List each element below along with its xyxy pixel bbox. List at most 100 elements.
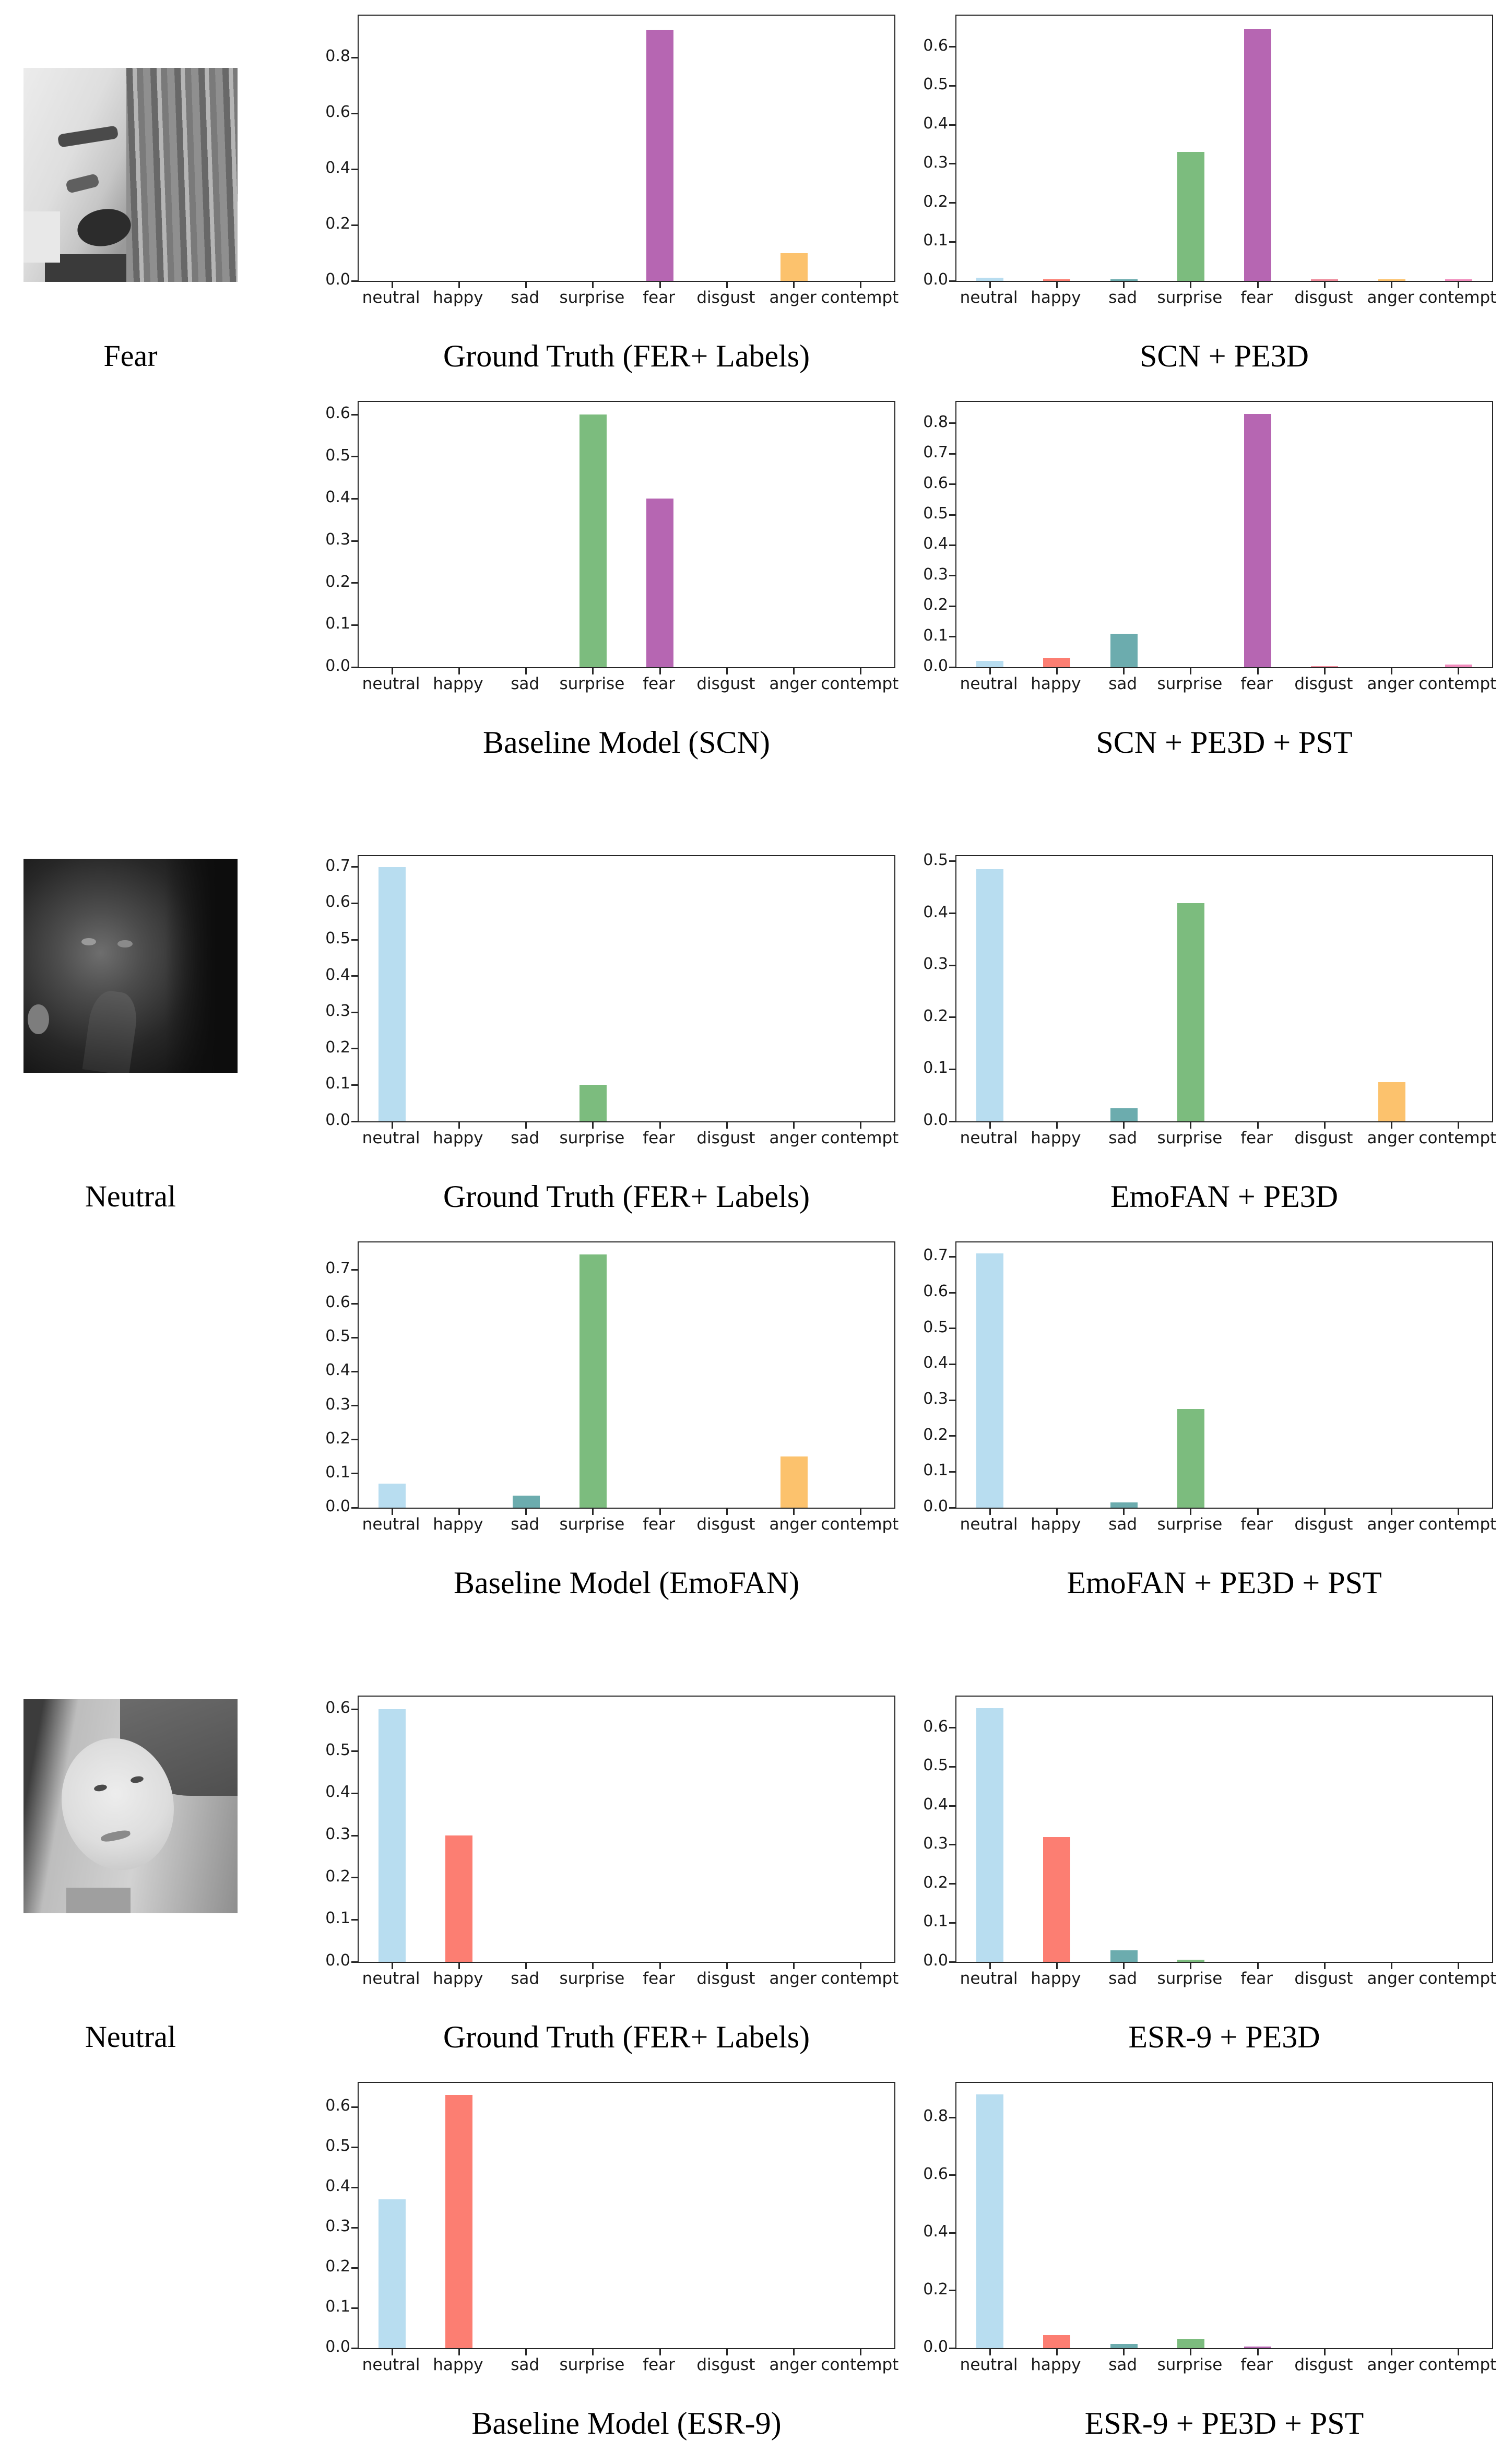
y-tick-mark [351,1405,359,1407]
y-tick-label: 0.3 [923,565,948,584]
face-photo-neutral-1 [23,859,238,1073]
y-tick-mark [351,902,359,904]
bar-chart: 0.0 0.1 0.2 0.3 0.4 0.5 0.6 0.7 0.8 neutral happy s… [895,397,1496,705]
x-tick-mark [1391,1121,1393,1129]
y-tick-mark [351,2146,359,2148]
y-tick-label: 0.2 [325,1038,350,1057]
y-tick-label: 0.3 [923,955,948,974]
x-tick-mark [1056,2348,1058,2355]
y-tick-label: 0.3 [325,1395,350,1414]
x-tick-mark [1323,281,1326,288]
x-tick-mark [391,1121,393,1129]
x-tick-label-contempt: contempt [821,2355,899,2374]
bar-chart: 0.0 0.1 0.2 0.3 0.4 0.5 0.6 neutral happy sad surp… [895,1691,1496,1999]
y-tick-mark [949,241,956,243]
y-tick-mark [949,544,956,546]
bar-sad [512,1496,540,1508]
y-tick-mark [351,224,359,226]
bar-surprise [579,1085,607,1121]
x-tick-label-disgust: disgust [696,288,755,307]
x-tick-mark [592,1121,594,1129]
bar-chart: 0.0 0.2 0.4 0.6 0.8 neutral happy sad surprise fe… [298,10,898,318]
y-tick-label: 0.4 [325,1361,350,1380]
x-tick-mark [592,2348,594,2355]
x-tick-label-disgust: disgust [1294,288,1353,307]
x-tick-mark [860,1962,862,1969]
x-tick-label-sad: sad [511,1129,540,1147]
x-tick-label-contempt: contempt [1418,2355,1497,2374]
x-tick-label-surprise: surprise [1157,674,1223,693]
y-tick-label: 0.8 [923,2107,948,2126]
y-tick-label: 0.4 [923,114,948,133]
x-tick-label-anger: anger [1367,1969,1414,1988]
y-tick-mark [949,1471,956,1473]
x-tick-mark [860,1508,862,1515]
bar-sad [1110,1108,1138,1121]
x-tick-label-anger: anger [1367,1515,1414,1534]
bar-anger [780,253,808,281]
x-tick-label-contempt: contempt [821,1129,899,1147]
x-tick-label-anger: anger [1367,674,1414,693]
face-ear-region [28,1004,50,1035]
y-tick-mark [351,540,359,542]
x-tick-mark [1190,2348,1192,2355]
x-tick-label-disgust: disgust [1294,674,1353,693]
bar-happy [1043,2335,1071,2348]
x-tick-mark [1123,1508,1125,1515]
x-tick-mark [726,1962,728,1969]
x-tick-label-disgust: disgust [696,2355,755,2374]
y-tick-mark [949,2116,956,2118]
y-tick-label: 0.1 [923,1912,948,1931]
y-tick-label: 0.5 [325,446,350,465]
x-tick-mark [1190,1962,1192,1969]
x-tick-label-fear: fear [643,2355,675,2374]
x-tick-label-neutral: neutral [362,674,420,693]
y-tick-mark [351,2186,359,2188]
x-tick-label-neutral: neutral [960,288,1018,307]
x-tick-label-disgust: disgust [1294,1129,1353,1147]
chart-emofan-pe3d-pst: 0.0 0.1 0.2 0.3 0.4 0.5 0.6 0.7 neutral happy sad s… [895,1237,1496,1545]
x-tick-mark [1056,667,1058,674]
x-tick-label-sad: sad [511,674,540,693]
chart-ground-truth: 0.0 0.1 0.2 0.3 0.4 0.5 0.6 neutral happy sad surp… [298,1691,898,1999]
x-tick-mark [989,2348,991,2355]
y-tick-mark [351,1084,359,1086]
y-tick-mark [351,624,359,626]
y-tick-label: 0.6 [325,893,350,911]
x-tick-label-disgust: disgust [1294,1969,1353,1988]
y-tick-mark [949,575,956,577]
x-tick-label-happy: happy [433,1129,483,1147]
x-tick-mark [726,1508,728,1515]
x-tick-label-sad: sad [511,2355,540,2374]
y-tick-label: 0.7 [923,1246,948,1265]
y-tick-label: 0.6 [325,103,350,122]
chart-caption: SCN + PE3D + PST [1096,725,1353,760]
y-tick-label: 0.5 [923,504,948,523]
face-hair-region [126,68,238,282]
bar-disgust [1311,279,1339,281]
y-tick-mark [351,2226,359,2229]
x-tick-mark [1323,1962,1326,1969]
y-tick-label: 0.0 [325,657,350,675]
x-tick-mark [1458,1508,1460,1515]
chart-esr9-pe3d: 0.0 0.1 0.2 0.3 0.4 0.5 0.6 neutral happy sad surp… [895,1691,1496,1999]
x-tick-label-anger: anger [1367,288,1414,307]
y-tick-label: 0.4 [923,535,948,553]
y-tick-label: 0.0 [325,2338,350,2356]
y-tick-label: 0.3 [325,530,350,549]
y-tick-mark [351,1792,359,1794]
y-tick-label: 0.5 [923,1318,948,1336]
y-tick-label: 0.6 [923,2164,948,2183]
x-tick-label-neutral: neutral [960,1969,1018,1988]
y-tick-label: 0.5 [325,2137,350,2155]
y-tick-label: 0.5 [923,75,948,94]
bar-neutral [379,1484,406,1508]
y-tick-mark [351,1011,359,1013]
x-tick-mark [592,1508,594,1515]
x-tick-label-sad: sad [511,1969,540,1988]
bar-neutral [976,278,1004,281]
x-tick-mark [391,281,393,288]
x-tick-mark [726,2348,728,2355]
x-tick-mark [525,2348,527,2355]
x-tick-label-disgust: disgust [1294,2355,1353,2374]
